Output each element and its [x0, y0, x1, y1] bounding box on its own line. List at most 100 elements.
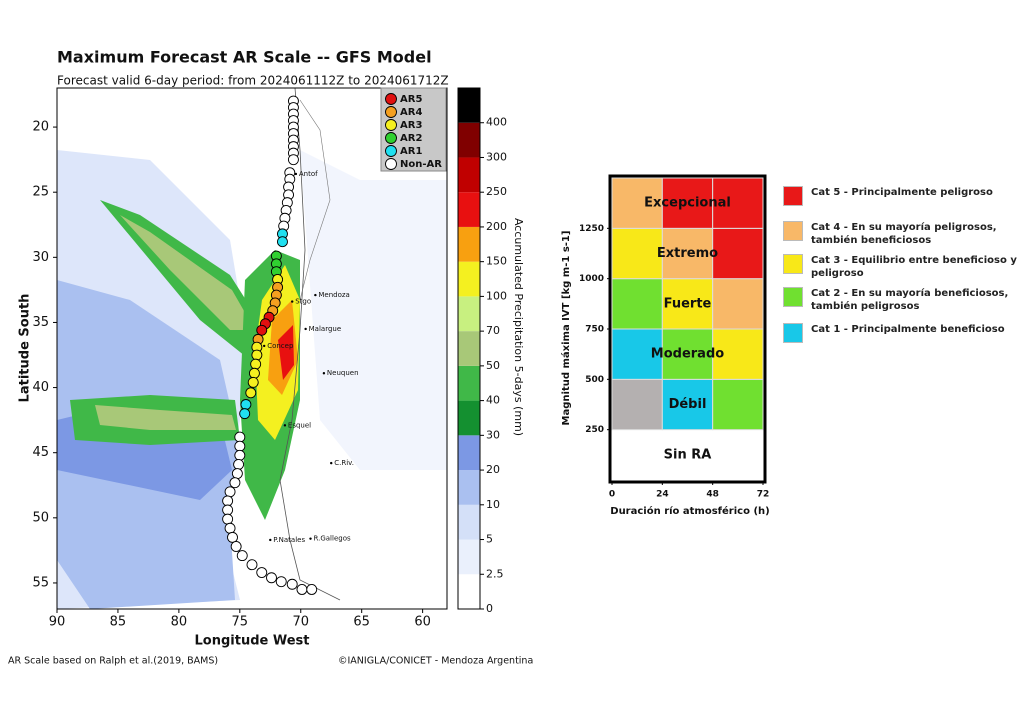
scale-y-tick-label: 750 — [585, 325, 604, 335]
legend-swatch — [783, 323, 803, 343]
ar-point — [234, 431, 246, 443]
y-axis-label: Latitude South — [18, 294, 33, 403]
scale-category-label: Extremo — [657, 246, 718, 261]
colorbar-segment — [458, 157, 480, 193]
scale-cell — [712, 328, 764, 380]
scale-x-tick-label: 0 — [609, 490, 615, 500]
city-label: Concep — [267, 342, 294, 350]
scale-y-tick-label: 250 — [585, 425, 604, 435]
colorbar-segment — [458, 504, 480, 540]
city-dot — [309, 537, 312, 540]
colorbar-segment — [458, 365, 480, 401]
colorbar-tick-label: 150 — [486, 255, 507, 268]
colorbar-segment — [458, 539, 480, 575]
legend-label: AR4 — [400, 107, 422, 118]
scale-x-tick-label: 72 — [757, 490, 770, 500]
y-tick-label: 40 — [32, 380, 49, 395]
y-tick-label: 35 — [32, 315, 49, 330]
colorbar-label: Accumulated Precipitation 5-days (mm) — [512, 218, 525, 436]
scale-legend-item: Cat 3 - Equilibrio entre beneficioso y p… — [783, 254, 1018, 280]
colorbar-segment — [458, 122, 480, 158]
colorbar-tick-label: 30 — [486, 428, 500, 441]
ar-point — [234, 449, 246, 461]
ar-point — [236, 550, 248, 562]
footer-right: ©IANIGLA/CONICET - Mendoza Argentina — [338, 656, 533, 667]
y-tick-label: 20 — [32, 120, 49, 135]
scale-legend-item: Cat 1 - Principalmente beneficioso — [783, 323, 1018, 343]
y-tick-label: 30 — [32, 250, 49, 265]
scale-cell — [611, 227, 663, 280]
city-label: Mendoza — [318, 291, 349, 299]
scale-cell — [662, 429, 713, 480]
legend-label: Cat 3 - Equilibrio entre beneficioso y p… — [811, 255, 1017, 279]
city-dot — [269, 538, 272, 542]
legend-swatch — [783, 254, 803, 274]
ar-point — [246, 559, 258, 571]
city-dot — [283, 424, 287, 427]
legend-marker — [385, 145, 397, 157]
ar-point — [251, 349, 263, 361]
ar-point — [224, 522, 236, 534]
scale-legend-item: Cat 2 - En su mayoría beneficiosos, tamb… — [783, 287, 1018, 313]
city-dot — [294, 172, 298, 176]
scale-y-label: Magnitud máxima IVT [kg m-1 s-1] — [560, 231, 572, 426]
legend-label: Cat 4 - En su mayoría peligrosos, tambié… — [811, 222, 997, 246]
scale-cell — [712, 278, 764, 330]
ar-point — [266, 572, 277, 584]
colorbar-segment — [458, 192, 480, 227]
colorbar-tick-label: 70 — [486, 324, 500, 337]
colorbar-tick-label: 50 — [486, 359, 500, 372]
legend-label: AR5 — [400, 94, 422, 105]
legend-label: AR2 — [400, 133, 422, 144]
colorbar-tick-label: 200 — [486, 220, 507, 233]
footer-left: AR Scale based on Ralph et al.(2019, BAM… — [8, 656, 218, 667]
legend-swatch — [783, 287, 803, 307]
x-tick-label: 75 — [232, 615, 249, 630]
y-tick-label: 55 — [32, 575, 49, 590]
scale-cell — [611, 278, 663, 330]
colorbar-segment — [458, 470, 480, 505]
y-tick-label: 50 — [32, 510, 49, 525]
ar-point — [277, 236, 288, 248]
scale-cell — [612, 429, 663, 480]
legend-marker — [385, 106, 397, 118]
ar-point — [222, 495, 234, 507]
scale-y-tick-label: 1250 — [579, 224, 604, 234]
ar-point — [250, 358, 262, 370]
ar-point — [227, 531, 238, 543]
colorbar-tick-label: 20 — [486, 463, 500, 476]
legend-marker — [385, 93, 397, 105]
colorbar-tick-label: 10 — [486, 498, 500, 511]
legend-swatch — [783, 186, 803, 206]
colorbar-segment — [458, 331, 480, 366]
colorbar-segment — [458, 400, 480, 436]
ar-point — [233, 458, 245, 470]
city-dot — [314, 293, 317, 297]
ar-point — [231, 468, 243, 479]
colorbar-tick-label: 400 — [486, 116, 507, 129]
ar-point — [234, 440, 246, 452]
scale-y-tick-label: 1000 — [579, 274, 604, 284]
x-tick-label: 90 — [49, 615, 66, 630]
ar-point — [306, 584, 318, 595]
colorbar-segment — [458, 88, 480, 123]
scale-x-tick-label: 24 — [656, 490, 669, 500]
scale-cell — [712, 378, 764, 431]
legend-label: Cat 5 - Principalmente peligroso — [811, 187, 993, 198]
legend-swatch — [783, 221, 803, 241]
ar-point — [245, 387, 257, 399]
ar-point — [222, 504, 234, 516]
city-label: Antof — [299, 170, 318, 178]
scale-x-label: Duración río atmosférico (h) — [610, 505, 769, 517]
ar-point — [229, 477, 241, 489]
city-label: C.Riv. — [334, 459, 354, 467]
ar-point — [224, 486, 236, 498]
city-label: Esquel — [288, 421, 311, 429]
city-dot — [262, 344, 266, 348]
colorbar-tick-label: 5 — [486, 533, 493, 546]
colorbar-segment — [458, 261, 480, 297]
x-tick-label: 60 — [414, 615, 431, 630]
scale-cell — [611, 378, 663, 431]
